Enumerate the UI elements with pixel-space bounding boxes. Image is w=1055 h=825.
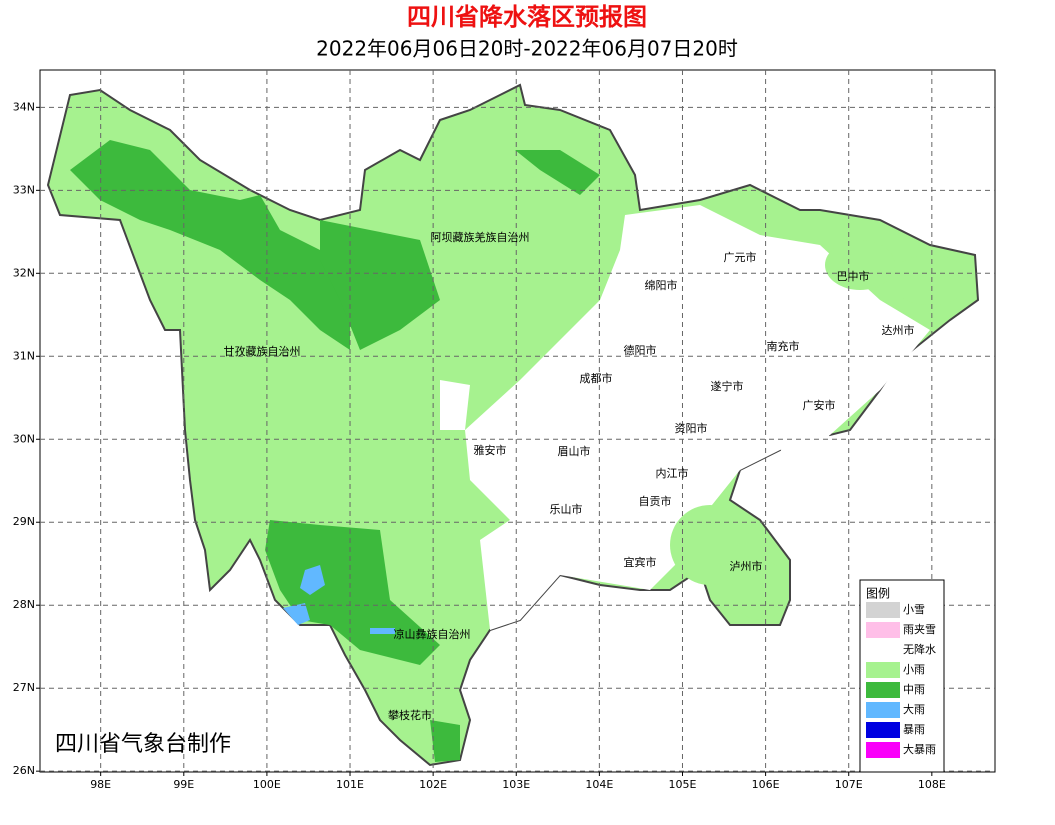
heavy-rain-area <box>370 628 395 634</box>
region-label: 攀枝花市 <box>388 708 432 722</box>
y-tick-label: 31N <box>13 349 35 362</box>
light-rain-patch <box>825 240 895 290</box>
x-tick-label: 103E <box>502 778 530 791</box>
legend-label: 中雨 <box>903 683 925 696</box>
light-rain-patch <box>890 255 970 305</box>
region-label: 内江市 <box>656 466 689 480</box>
region-label: 遂宁市 <box>711 379 744 393</box>
moderate-rain-area <box>430 720 460 762</box>
region-label: 自贡市 <box>639 494 672 508</box>
y-tick-label: 30N <box>13 432 35 445</box>
region-label: 绵阳市 <box>645 278 678 292</box>
no-precip-area <box>465 205 930 630</box>
moderate-rain-area <box>70 140 350 350</box>
region-label: 成都市 <box>580 371 613 385</box>
region-label: 巴中市 <box>837 269 870 283</box>
x-tick-label: 104E <box>585 778 613 791</box>
y-tick-label: 29N <box>13 515 35 528</box>
x-tick-label: 108E <box>918 778 946 791</box>
light-rain-patch <box>670 505 750 585</box>
credit: 四川省气象台制作 <box>55 732 231 757</box>
x-tick-label: 98E <box>90 778 111 791</box>
no-precip-area <box>440 380 470 430</box>
legend-label: 小雨 <box>903 663 925 676</box>
x-tick-label: 102E <box>419 778 447 791</box>
region-label: 泸州市 <box>730 559 763 573</box>
x-tick-label: 105E <box>669 778 697 791</box>
y-tick-label: 33N <box>13 183 35 196</box>
moderate-rain-area <box>515 150 600 195</box>
legend-swatch <box>866 642 900 658</box>
graticule: 98E 99E 100E 101E 102E 103E 104E 105E 106E 107E 10… <box>13 70 995 791</box>
x-tick-label: 99E <box>173 778 194 791</box>
legend-title: 图例 <box>866 587 890 601</box>
x-tick-label: 107E <box>835 778 863 791</box>
legend-label: 大雨 <box>903 702 925 716</box>
legend-swatch <box>866 742 900 758</box>
region-label: 雅安市 <box>474 443 507 457</box>
y-tick-label: 28N <box>13 598 35 611</box>
region-label: 眉山市 <box>558 444 591 458</box>
map-title: 四川省降水落区预报图 <box>407 3 647 31</box>
y-tick-label: 26N <box>13 764 35 777</box>
region-label: 乐山市 <box>550 502 583 516</box>
region-label: 广元市 <box>724 250 757 264</box>
legend-label: 小雪 <box>903 603 925 616</box>
x-tick-label: 106E <box>752 778 780 791</box>
legend-swatch <box>866 662 900 678</box>
map-subtitle: 2022年06月06日20时-2022年06月07日20时 <box>316 37 738 61</box>
region-label: 广安市 <box>803 398 836 412</box>
region-label: 甘孜藏族自治州 <box>224 344 301 358</box>
region-label: 凉山彝族自治州 <box>394 627 471 641</box>
region-label: 资阳市 <box>675 421 708 435</box>
moderate-rain-area <box>265 520 440 665</box>
legend-label: 无降水 <box>903 642 936 656</box>
region-label: 南充市 <box>767 339 800 353</box>
region-label: 阿坝藏族羌族自治州 <box>431 230 530 244</box>
y-tick-label: 34N <box>13 100 35 113</box>
heavy-rain-area <box>283 603 310 625</box>
legend-label: 雨夹雪 <box>903 623 936 636</box>
x-tick-label: 100E <box>253 778 281 791</box>
region-label: 德阳市 <box>624 343 657 357</box>
heavy-rain-area <box>300 565 325 595</box>
legend-swatch <box>866 702 900 718</box>
legend-swatch <box>866 722 900 738</box>
y-tick-label: 32N <box>13 266 35 279</box>
legend-label: 暴雨 <box>903 723 925 736</box>
legend-swatch <box>866 682 900 698</box>
legend-label: 大暴雨 <box>903 742 936 756</box>
legend-swatch <box>866 622 900 638</box>
legend-swatch <box>866 602 900 618</box>
region-label: 达州市 <box>882 323 915 337</box>
region-label: 宜宾市 <box>624 555 657 569</box>
y-tick-label: 27N <box>13 681 35 694</box>
x-tick-label: 101E <box>336 778 364 791</box>
